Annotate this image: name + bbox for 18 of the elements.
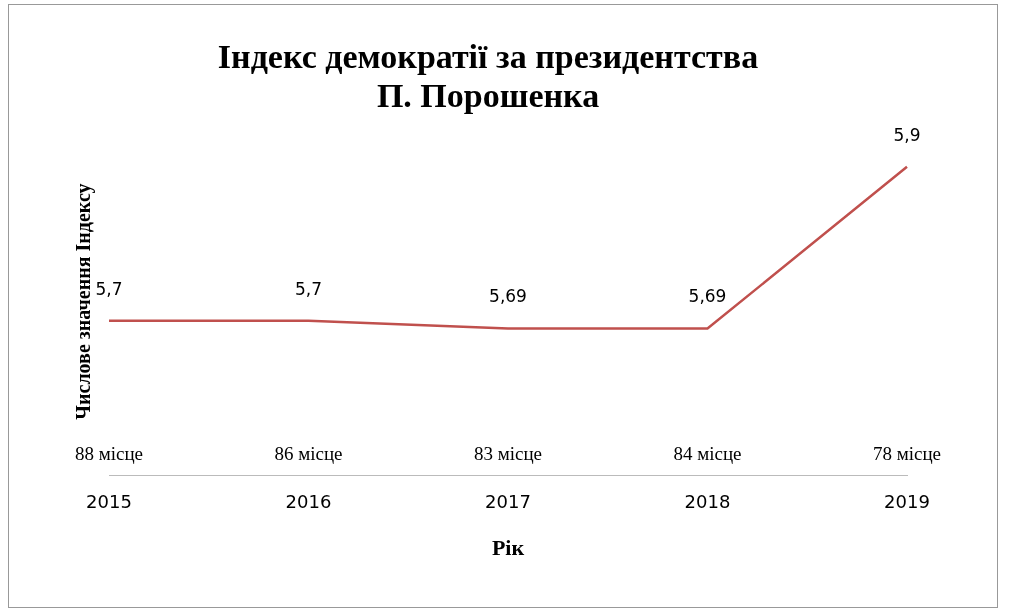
data-label: 5,69 (489, 286, 527, 307)
chart-title: Індекс демократії за президентства П. Порошенка (217, 38, 759, 115)
x-tick-label: 2017 (485, 491, 531, 513)
data-label: 5,7 (294, 278, 323, 299)
x-tick-label: 2015 (86, 491, 132, 513)
x-tick-label: 2018 (684, 491, 731, 513)
x-tick-label: 2019 (884, 491, 930, 513)
text: 83 місце (473, 443, 543, 465)
x-tick-label: 2016 (285, 491, 332, 513)
text: 86 місце (274, 443, 343, 465)
data-label: 5,7 (95, 278, 123, 299)
y-axis-title: Числове значення Індексу (72, 183, 96, 420)
x-axis-title: Рік (491, 535, 525, 561)
text: 78 місце (872, 443, 942, 465)
data-label: 5,9 (893, 124, 921, 145)
data-label: 5,69 (688, 286, 727, 307)
text: 84 місце (673, 443, 742, 465)
text: 88 місце (74, 443, 144, 465)
